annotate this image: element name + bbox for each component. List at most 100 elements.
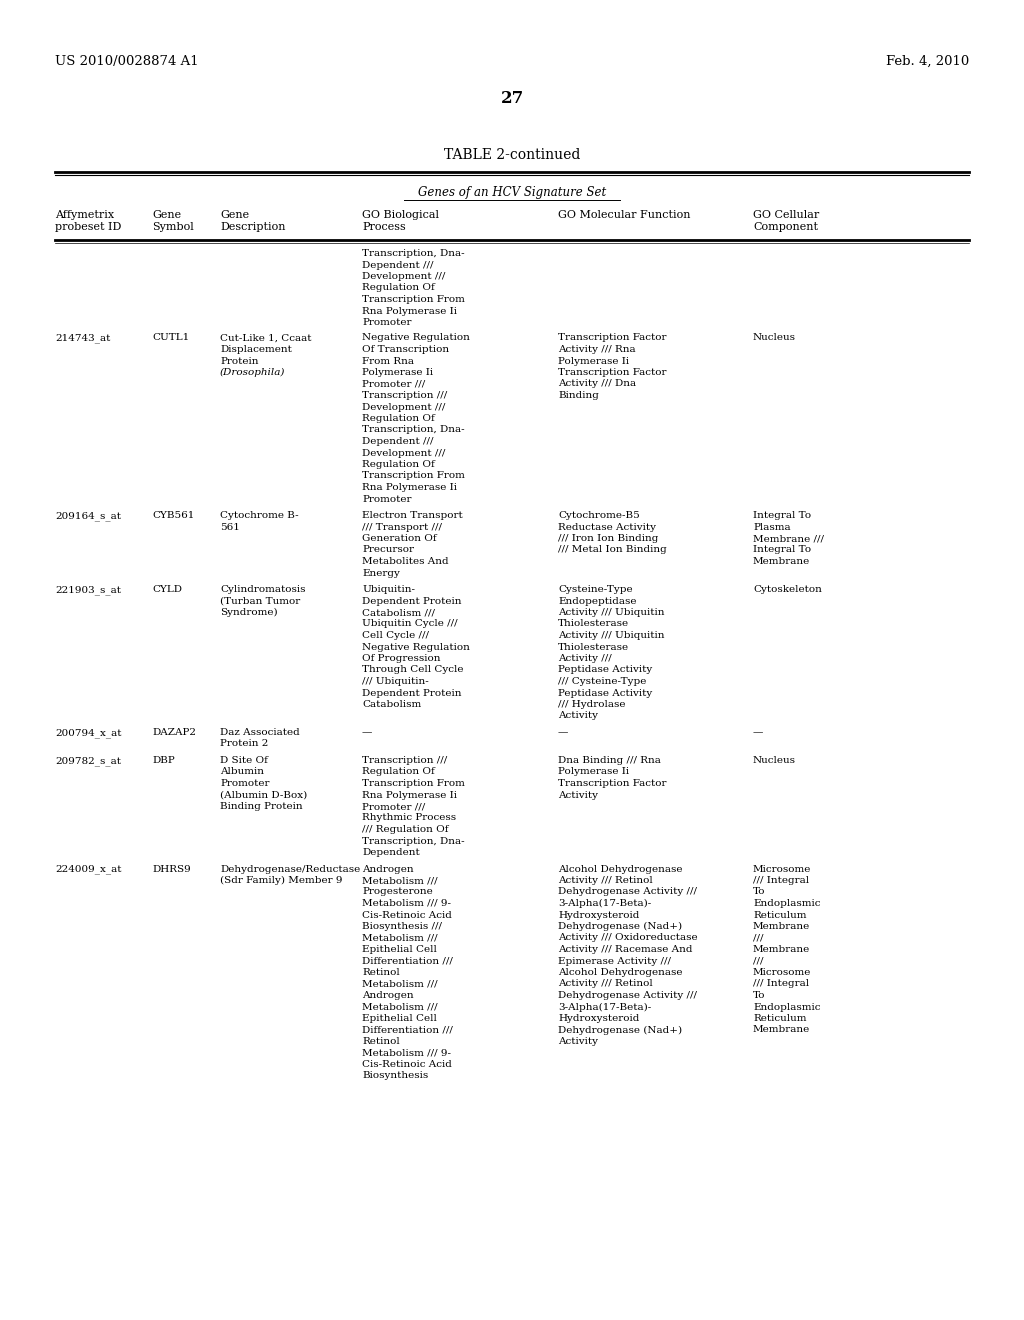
Text: (Turban Tumor: (Turban Tumor bbox=[220, 597, 300, 606]
Text: Promoter ///: Promoter /// bbox=[362, 803, 425, 810]
Text: Epithelial Cell: Epithelial Cell bbox=[362, 945, 437, 954]
Text: /// Ubiquitin-: /// Ubiquitin- bbox=[362, 677, 429, 686]
Text: Cylindromatosis: Cylindromatosis bbox=[220, 585, 305, 594]
Text: Endoplasmic: Endoplasmic bbox=[753, 899, 820, 908]
Text: Rna Polymerase Ii: Rna Polymerase Ii bbox=[362, 483, 457, 492]
Text: Nucleus: Nucleus bbox=[753, 756, 796, 766]
Text: Dna Binding /// Rna: Dna Binding /// Rna bbox=[558, 756, 660, 766]
Text: Activity: Activity bbox=[558, 711, 598, 721]
Text: Reductase Activity: Reductase Activity bbox=[558, 523, 656, 532]
Text: Reticulum: Reticulum bbox=[753, 911, 807, 920]
Text: Hydroxysteroid: Hydroxysteroid bbox=[558, 1014, 639, 1023]
Text: Membrane: Membrane bbox=[753, 557, 810, 566]
Text: Regulation Of: Regulation Of bbox=[362, 459, 435, 469]
Text: 214743_at: 214743_at bbox=[55, 334, 111, 343]
Text: Development ///: Development /// bbox=[362, 272, 445, 281]
Text: Genes of an HCV Signature Set: Genes of an HCV Signature Set bbox=[418, 186, 606, 199]
Text: Endoplasmic: Endoplasmic bbox=[753, 1002, 820, 1011]
Text: Androgen: Androgen bbox=[362, 865, 414, 874]
Text: Transcription From: Transcription From bbox=[362, 471, 465, 480]
Text: Development ///: Development /// bbox=[362, 449, 445, 458]
Text: /// Integral: /// Integral bbox=[753, 876, 809, 884]
Text: Affymetrix: Affymetrix bbox=[55, 210, 114, 220]
Text: 209164_s_at: 209164_s_at bbox=[55, 511, 121, 520]
Text: Transcription Factor: Transcription Factor bbox=[558, 334, 667, 342]
Text: Regulation Of: Regulation Of bbox=[362, 414, 435, 422]
Text: Activity /// Ubiquitin: Activity /// Ubiquitin bbox=[558, 631, 665, 640]
Text: Energy: Energy bbox=[362, 569, 400, 578]
Text: Feb. 4, 2010: Feb. 4, 2010 bbox=[886, 55, 969, 69]
Text: Transcription Factor: Transcription Factor bbox=[558, 368, 667, 378]
Text: Ubiquitin Cycle ///: Ubiquitin Cycle /// bbox=[362, 619, 458, 628]
Text: Regulation Of: Regulation Of bbox=[362, 284, 435, 293]
Text: Transcription From: Transcription From bbox=[362, 779, 465, 788]
Text: Activity /// Rna: Activity /// Rna bbox=[558, 345, 636, 354]
Text: Symbol: Symbol bbox=[152, 222, 194, 231]
Text: Plasma: Plasma bbox=[753, 523, 791, 532]
Text: Rna Polymerase Ii: Rna Polymerase Ii bbox=[362, 791, 457, 800]
Text: Albumin: Albumin bbox=[220, 767, 264, 776]
Text: Gene: Gene bbox=[152, 210, 181, 220]
Text: Membrane: Membrane bbox=[753, 921, 810, 931]
Text: Cytoskeleton: Cytoskeleton bbox=[753, 585, 822, 594]
Text: Peptidase Activity: Peptidase Activity bbox=[558, 689, 652, 697]
Text: /// Iron Ion Binding: /// Iron Ion Binding bbox=[558, 535, 658, 543]
Text: —: — bbox=[362, 729, 373, 737]
Text: GO Cellular: GO Cellular bbox=[753, 210, 819, 220]
Text: Dependent Protein: Dependent Protein bbox=[362, 597, 462, 606]
Text: Activity ///: Activity /// bbox=[558, 653, 611, 663]
Text: To: To bbox=[753, 991, 766, 1001]
Text: Promoter: Promoter bbox=[362, 318, 412, 327]
Text: Activity: Activity bbox=[558, 791, 598, 800]
Text: Dehydrogenase/Reductase: Dehydrogenase/Reductase bbox=[220, 865, 360, 874]
Text: Daz Associated: Daz Associated bbox=[220, 729, 300, 737]
Text: 3-Alpha(17-Beta)-: 3-Alpha(17-Beta)- bbox=[558, 899, 651, 908]
Text: 3-Alpha(17-Beta)-: 3-Alpha(17-Beta)- bbox=[558, 1002, 651, 1011]
Text: Metabolites And: Metabolites And bbox=[362, 557, 449, 566]
Text: CYB561: CYB561 bbox=[152, 511, 195, 520]
Text: Dependent ///: Dependent /// bbox=[362, 437, 433, 446]
Text: CUTL1: CUTL1 bbox=[152, 334, 189, 342]
Text: Metabolism ///: Metabolism /// bbox=[362, 933, 437, 942]
Text: DAZAP2: DAZAP2 bbox=[152, 729, 196, 737]
Text: Biosynthesis ///: Biosynthesis /// bbox=[362, 921, 442, 931]
Text: Promoter ///: Promoter /// bbox=[362, 380, 425, 388]
Text: Generation Of: Generation Of bbox=[362, 535, 436, 543]
Text: Precursor: Precursor bbox=[362, 545, 414, 554]
Text: Regulation Of: Regulation Of bbox=[362, 767, 435, 776]
Text: D Site Of: D Site Of bbox=[220, 756, 268, 766]
Text: Protein 2: Protein 2 bbox=[220, 739, 268, 748]
Text: 224009_x_at: 224009_x_at bbox=[55, 865, 122, 874]
Text: Hydroxysteroid: Hydroxysteroid bbox=[558, 911, 639, 920]
Text: 200794_x_at: 200794_x_at bbox=[55, 729, 122, 738]
Text: DHRS9: DHRS9 bbox=[152, 865, 190, 874]
Text: Promoter: Promoter bbox=[362, 495, 412, 503]
Text: Microsome: Microsome bbox=[753, 968, 811, 977]
Text: Transcription, Dna-: Transcription, Dna- bbox=[362, 249, 465, 257]
Text: Catabolism ///: Catabolism /// bbox=[362, 609, 435, 616]
Text: Integral To: Integral To bbox=[753, 545, 811, 554]
Text: Reticulum: Reticulum bbox=[753, 1014, 807, 1023]
Text: Cut-Like 1, Ccaat: Cut-Like 1, Ccaat bbox=[220, 334, 311, 342]
Text: Of Progression: Of Progression bbox=[362, 653, 440, 663]
Text: Metabolism ///: Metabolism /// bbox=[362, 1002, 437, 1011]
Text: Thiolesterase: Thiolesterase bbox=[558, 643, 629, 652]
Text: Metabolism ///: Metabolism /// bbox=[362, 979, 437, 989]
Text: Dependent ///: Dependent /// bbox=[362, 260, 433, 269]
Text: Of Transcription: Of Transcription bbox=[362, 345, 450, 354]
Text: Dependent Protein: Dependent Protein bbox=[362, 689, 462, 697]
Text: Electron Transport: Electron Transport bbox=[362, 511, 463, 520]
Text: US 2010/0028874 A1: US 2010/0028874 A1 bbox=[55, 55, 199, 69]
Text: Epimerase Activity ///: Epimerase Activity /// bbox=[558, 957, 671, 965]
Text: probeset ID: probeset ID bbox=[55, 222, 122, 231]
Text: Negative Regulation: Negative Regulation bbox=[362, 643, 470, 652]
Text: /// Metal Ion Binding: /// Metal Ion Binding bbox=[558, 545, 667, 554]
Text: Nucleus: Nucleus bbox=[753, 334, 796, 342]
Text: (Albumin D-Box): (Albumin D-Box) bbox=[220, 791, 307, 800]
Text: Activity: Activity bbox=[558, 1038, 598, 1045]
Text: Dependent: Dependent bbox=[362, 847, 420, 857]
Text: Transcription Factor: Transcription Factor bbox=[558, 779, 667, 788]
Text: 27: 27 bbox=[501, 90, 523, 107]
Text: /// Integral: /// Integral bbox=[753, 979, 809, 989]
Text: Ubiquitin-: Ubiquitin- bbox=[362, 585, 415, 594]
